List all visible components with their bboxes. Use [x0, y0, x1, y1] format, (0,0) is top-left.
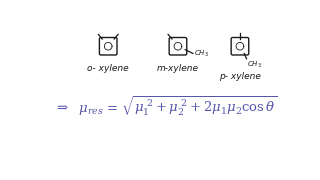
Text: o- xylene: o- xylene: [87, 64, 129, 73]
Text: $\Rightarrow$  $\mathit{\mu}_{res}$ = $\sqrt{\mathit{\mu}_1^{\ 2}+\mathit{\mu}_2: $\Rightarrow$ $\mathit{\mu}_{res}$ = $\s…: [54, 94, 277, 118]
Text: p- xylene: p- xylene: [219, 72, 261, 81]
Text: m-xylene: m-xylene: [157, 64, 199, 73]
Text: $CH_3$: $CH_3$: [246, 60, 261, 70]
Text: $CH_3$: $CH_3$: [194, 48, 209, 58]
